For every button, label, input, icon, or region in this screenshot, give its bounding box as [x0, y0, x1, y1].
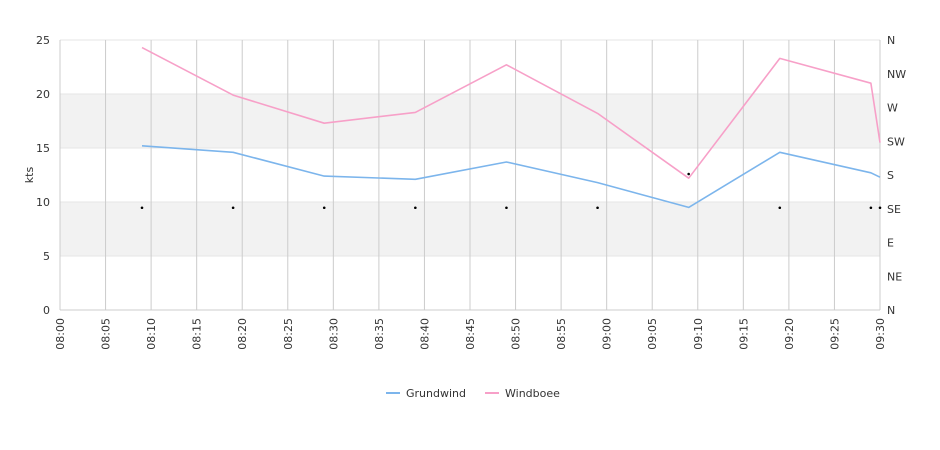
series-line — [141, 145, 881, 209]
x-tick-label: 09:20 — [783, 318, 796, 350]
direction-marker — [322, 206, 326, 210]
x-tick-label: 08:05 — [100, 318, 113, 350]
direction-marker — [778, 206, 782, 210]
x-tick-label: 08:40 — [418, 318, 431, 350]
direction-marker — [505, 206, 508, 210]
right-axis-label: S — [887, 169, 894, 182]
legend-label: Windboee — [505, 387, 560, 400]
direction-marker — [869, 206, 873, 210]
right-axis-label: N — [887, 34, 895, 47]
series-line — [141, 46, 881, 179]
x-tick-label: 08:15 — [191, 318, 204, 350]
x-tick-label: 08:00 — [54, 318, 67, 350]
y-tick-label: 10 — [36, 196, 50, 209]
x-tick-label: 09:15 — [737, 318, 750, 350]
y-tick-label: 25 — [36, 34, 50, 47]
y-tick-label: 5 — [43, 250, 50, 263]
direction-marker — [414, 206, 417, 210]
direction-marker — [687, 172, 690, 176]
x-tick-label: 09:25 — [828, 318, 841, 350]
direction-marker — [878, 206, 882, 210]
right-axis-label: SE — [887, 203, 901, 216]
right-axis-label: N — [887, 304, 895, 317]
y-tick-label: 20 — [36, 88, 50, 101]
y-tick-label: 0 — [43, 304, 50, 317]
x-tick-label: 08:30 — [327, 318, 340, 350]
x-tick-label: 08:25 — [282, 318, 295, 350]
direction-marker — [140, 206, 144, 210]
right-axis-label: W — [887, 102, 898, 115]
x-tick-label: 08:10 — [145, 318, 158, 350]
legend-label: Grundwind — [406, 387, 466, 400]
x-tick-label: 08:55 — [555, 318, 568, 350]
x-tick-label: 08:20 — [236, 318, 249, 350]
right-axis-label: SW — [887, 135, 905, 148]
x-tick-label: 08:50 — [510, 318, 523, 350]
x-tick-label: 08:35 — [373, 318, 386, 350]
x-tick-label: 08:45 — [464, 318, 477, 350]
direction-marker — [596, 206, 599, 210]
right-axis-label: E — [887, 237, 894, 250]
direction-marker — [231, 206, 235, 210]
right-axis-label: NE — [887, 270, 902, 283]
x-tick-label: 09:00 — [601, 318, 614, 350]
y-axis-title: kts — [23, 167, 36, 184]
x-tick-label: 09:05 — [646, 318, 659, 350]
x-tick-label: 09:30 — [874, 318, 887, 350]
x-tick-label: 09:10 — [692, 318, 705, 350]
y-tick-label: 15 — [36, 142, 50, 155]
right-axis-label: NW — [887, 68, 906, 81]
